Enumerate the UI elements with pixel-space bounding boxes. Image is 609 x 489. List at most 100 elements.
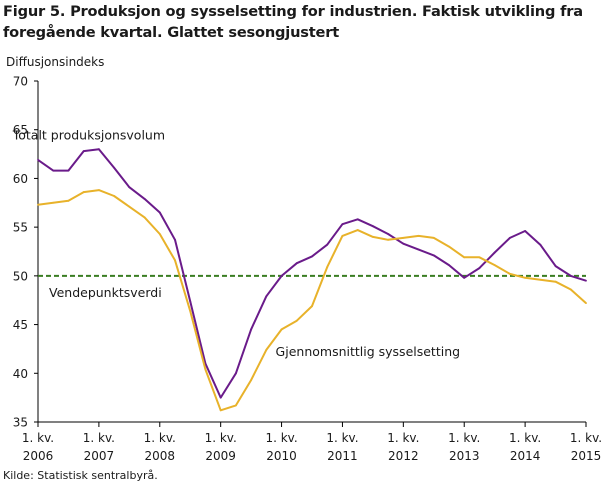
chart-labels: Totalt produksjonsvolum Gjennomsnittlig s… — [12, 128, 460, 359]
data-point — [463, 276, 466, 279]
data-point — [128, 205, 131, 208]
data-point — [569, 288, 572, 291]
data-point — [174, 259, 176, 262]
x-tick-label: 2015 — [571, 449, 602, 463]
x-tick-label: 1. kv. — [387, 431, 419, 445]
data-point — [265, 349, 268, 351]
data-point — [448, 264, 450, 267]
data-point — [52, 169, 55, 172]
data-point — [113, 195, 116, 197]
data-point — [280, 274, 283, 277]
x-tick-label: 2007 — [84, 449, 115, 463]
data-point — [524, 276, 527, 279]
data-point — [311, 255, 313, 258]
data-point — [493, 251, 496, 254]
data-point — [585, 279, 587, 282]
y-tick-label: 70 — [13, 75, 28, 89]
data-point — [311, 305, 313, 307]
x-tick-label: 1. kv. — [448, 431, 480, 445]
data-point — [82, 191, 85, 193]
data-point — [432, 254, 435, 257]
data-point — [585, 302, 587, 305]
y-tick-label: 50 — [13, 269, 28, 283]
x-tick-label: 2011 — [327, 449, 358, 463]
data-point — [417, 248, 420, 251]
data-point — [341, 235, 344, 237]
x-tick-label: 1. kv. — [83, 431, 115, 445]
data-point — [250, 328, 253, 331]
data-point — [356, 229, 359, 231]
data-point — [265, 295, 268, 298]
data-point — [204, 368, 207, 371]
data-point — [234, 372, 237, 375]
data-point — [128, 186, 131, 189]
data-point — [37, 203, 39, 206]
data-point — [387, 233, 390, 235]
data-point — [234, 404, 237, 407]
data-point — [508, 236, 511, 239]
data-point — [97, 148, 100, 151]
data-point — [174, 238, 176, 241]
data-point — [67, 199, 70, 202]
data-point — [189, 300, 192, 303]
data-point — [158, 233, 161, 235]
x-tick-label: 2014 — [510, 449, 541, 463]
data-point — [67, 169, 70, 172]
data-point — [158, 211, 161, 214]
x-tick-label: 1. kv. — [205, 431, 237, 445]
data-point — [189, 310, 192, 312]
y-tick-label: 35 — [13, 416, 28, 430]
y-tick-label: 45 — [13, 318, 28, 332]
data-point — [554, 265, 557, 268]
data-point — [37, 159, 39, 161]
data-point — [82, 150, 85, 153]
source-note: Kilde: Statistisk sentralbyrå. — [3, 469, 158, 482]
data-point — [280, 328, 283, 331]
y-tick-label: 65 — [13, 123, 28, 137]
data-point — [219, 409, 222, 412]
x-tick-label: 1. kv. — [326, 431, 358, 445]
y-tick-label: 60 — [13, 172, 28, 186]
data-point — [113, 166, 116, 169]
data-point — [524, 230, 527, 232]
series-line-2 — [37, 189, 587, 412]
data-point — [478, 256, 481, 259]
y-axis-label: Diffusjonsindeks — [6, 55, 104, 69]
series-line-1 — [37, 148, 587, 399]
series-label-employment: Gjennomsnittlig sysselsetting — [276, 344, 461, 359]
x-tick-label: 2010 — [266, 449, 297, 463]
data-point — [97, 189, 100, 192]
x-tick-label: 2008 — [145, 449, 176, 463]
series-group — [37, 148, 587, 412]
data-point — [417, 235, 420, 237]
data-point — [539, 243, 542, 246]
x-tick-label: 2009 — [205, 449, 236, 463]
data-point — [402, 236, 405, 239]
data-point — [448, 245, 450, 248]
data-point — [371, 225, 374, 228]
data-point — [371, 235, 374, 238]
data-point — [569, 274, 572, 277]
x-tick-label: 2012 — [388, 449, 419, 463]
data-point — [402, 242, 405, 245]
reference-line-label: Vendepunktsverdi — [49, 285, 162, 300]
data-point — [356, 218, 359, 221]
data-point — [387, 238, 390, 241]
data-point — [143, 216, 146, 219]
data-point — [52, 201, 55, 204]
data-point — [478, 267, 481, 269]
data-point — [463, 256, 466, 259]
data-point — [295, 319, 298, 322]
chart-axes: Diffusjonsindeks 35 40 45 50 55 60 65 70 1. kv. 20… — [6, 55, 602, 463]
data-point — [250, 379, 253, 382]
data-point — [326, 266, 329, 268]
data-point — [219, 396, 222, 399]
data-point — [508, 273, 511, 275]
x-tick-label: 1. kv. — [570, 431, 602, 445]
data-point — [295, 262, 298, 265]
figure-title: Figur 5. Produksjon og sysselsetting for… — [3, 3, 583, 41]
x-tick-label: 1. kv. — [22, 431, 54, 445]
data-point — [432, 236, 435, 239]
x-tick-label: 1. kv. — [509, 431, 541, 445]
